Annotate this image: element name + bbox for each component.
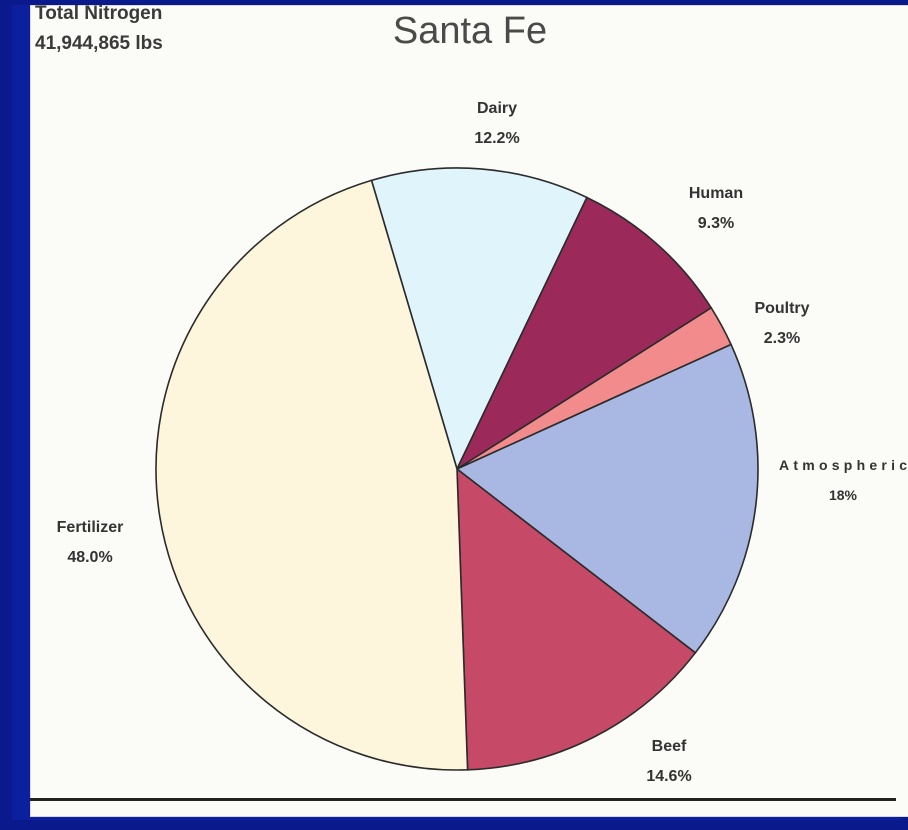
chart-title: Santa Fe: [392, 10, 548, 52]
slice-name-beef: Beef: [652, 738, 687, 755]
pie-slice-dairy: [370, 167, 588, 472]
slice-value-beef: 14.6%: [646, 768, 691, 785]
slice-value-atmospheric: 18%: [829, 487, 858, 503]
pie-slice-beef: [456, 467, 697, 771]
pie-slice-atmospheric: [455, 343, 759, 654]
slice-value-poultry: 2.3%: [764, 330, 800, 347]
total-nitrogen-value: 41,944,865 lbs: [35, 33, 163, 54]
slice-value-fertilizer: 48.0%: [67, 549, 112, 566]
total-nitrogen-label: Total Nitrogen: [35, 3, 163, 24]
slice-value-dairy: 12.2%: [474, 130, 519, 147]
bottom-rule: [30, 798, 896, 801]
slice-name-dairy: Dairy: [477, 100, 517, 117]
pie-slice-fertilizer: [155, 179, 469, 771]
slice-name-atmospheric: Atmospheric: [779, 457, 907, 473]
slice-name-human: Human: [689, 185, 743, 202]
slice-name-poultry: Poultry: [754, 300, 809, 317]
pie-slice-human: [455, 196, 713, 472]
slice-name-fertilizer: Fertilizer: [57, 519, 124, 536]
slice-value-human: 9.3%: [698, 215, 734, 232]
